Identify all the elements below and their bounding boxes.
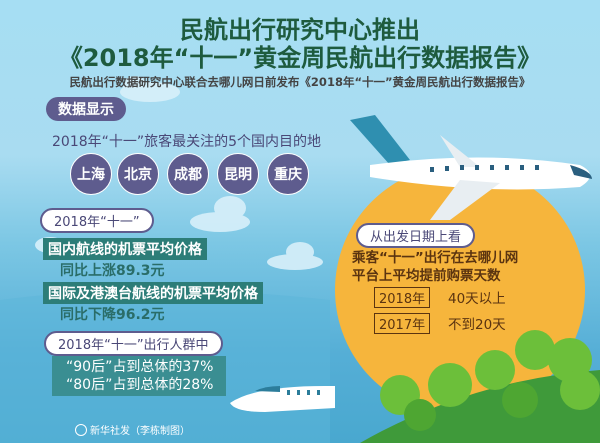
page-subtitle: 民航出行数据研究中心联合去哪儿网日前发布《2018年“十一”黄金周民航出行数据报…	[69, 75, 531, 89]
section-tag: 数据显示	[46, 97, 126, 121]
prices-label: 2018年“十一”	[40, 208, 154, 233]
booking-label: 从出发日期上看	[356, 223, 476, 248]
credit: 新华社发（李栋制图）	[75, 422, 190, 437]
booking-value-2018: 40天以上	[448, 291, 506, 307]
booking-year-2017: 2017年	[374, 313, 431, 334]
trees-illustration	[360, 330, 600, 443]
city-badge: 重庆	[267, 153, 309, 195]
page-title-line1: 民航出行研究中心推出	[180, 16, 420, 44]
travelers-line-80s: “80后”占到总体的28%	[66, 377, 214, 393]
credit-text: 新华社发（李栋制图）	[90, 426, 190, 437]
booking-desc-line1: 乘客“十一”出行在去哪儿网	[352, 250, 519, 266]
intl-price-title: 国际及港澳台航线的机票平均价格	[43, 282, 263, 304]
domestic-price-change: 同比上涨89.3元	[60, 263, 165, 279]
city-badge: 上海	[70, 153, 112, 195]
city-badge: 昆明	[217, 153, 259, 195]
small-airplane-illustration	[230, 386, 335, 412]
domestic-price-title: 国内航线的机票平均价格	[43, 238, 207, 260]
booking-desc-line2: 平台上平均提前购票天数	[352, 268, 501, 284]
page-title-line2: 《2018年“十一”黄金周民航出行数据报告》	[58, 44, 542, 72]
travelers-line-90s: “90后”占到总体的37%	[66, 359, 214, 375]
travelers-box: “90后”占到总体的37% “80后”占到总体的28%	[52, 356, 226, 396]
booking-year-2018: 2018年	[374, 287, 431, 308]
intl-price-change: 同比下降96.2元	[60, 307, 165, 323]
airplane-illustration	[350, 115, 592, 220]
city-badge: 北京	[117, 153, 159, 195]
city-badge: 成都	[167, 153, 209, 195]
booking-value-2017: 不到20天	[448, 317, 506, 333]
travelers-label: 2018年“十一”出行人群中	[44, 331, 223, 356]
destinations-question: 2018年“十一”旅客最关注的5个国内目的地	[52, 134, 322, 150]
xinhua-logo-icon	[75, 423, 87, 436]
